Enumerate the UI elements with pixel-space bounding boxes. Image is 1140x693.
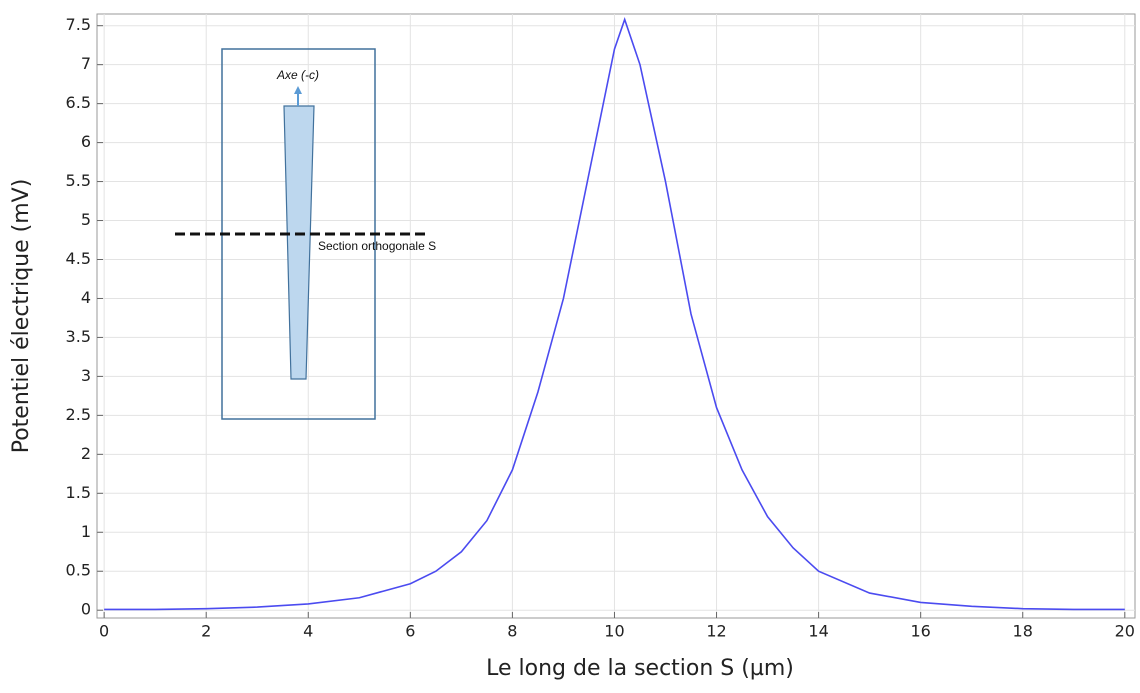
y-tick-label: 0.5	[66, 561, 91, 580]
y-tick-label: 2	[81, 444, 91, 463]
x-tick-label: 2	[201, 622, 211, 641]
x-tick-label: 4	[303, 622, 313, 641]
y-tick-label: 7.5	[66, 15, 91, 34]
grid	[97, 14, 1135, 618]
x-tick-label: 10	[604, 622, 624, 641]
y-tick-label: 3.5	[66, 327, 91, 346]
y-tick-label: 7	[81, 54, 91, 73]
x-tick-label: 12	[706, 622, 726, 641]
y-tick-label: 6.5	[66, 93, 91, 112]
x-tick-label: 16	[910, 622, 930, 641]
y-tick-label: 4.5	[66, 249, 91, 268]
crystal	[283, 105, 315, 380]
y-tick-label: 5.5	[66, 171, 91, 190]
x-tick-label: 0	[99, 622, 109, 641]
y-tick-label: 2.5	[66, 405, 91, 424]
data-line	[104, 16, 1125, 611]
y-tick-label: 0	[81, 600, 91, 619]
y-tick-label: 1.5	[66, 483, 91, 502]
axis-annotation: Axe (-c)	[276, 68, 319, 82]
y-tick-label: 3	[81, 366, 91, 385]
inset-diagram: Axe (-c) Section orthogonale S	[175, 48, 436, 420]
x-tick-label: 8	[507, 622, 517, 641]
y-tick-label: 4	[81, 288, 91, 307]
y-tick-label: 1	[81, 522, 91, 541]
y-tick-label: 5	[81, 210, 91, 229]
y-tick-label: 6	[81, 132, 91, 151]
x-axis-label: Le long de la section S (µm)	[486, 656, 794, 681]
x-tick-label: 18	[1013, 622, 1033, 641]
y-axis-label: Potentiel électrique (mV)	[9, 179, 34, 454]
section-annotation: Section orthogonale S	[318, 239, 436, 253]
plot-area	[96, 13, 1136, 619]
x-tick-label: 20	[1115, 622, 1135, 641]
arrow-head	[294, 86, 302, 94]
x-tick-label: 14	[808, 622, 828, 641]
x-tick-label: 6	[405, 622, 415, 641]
